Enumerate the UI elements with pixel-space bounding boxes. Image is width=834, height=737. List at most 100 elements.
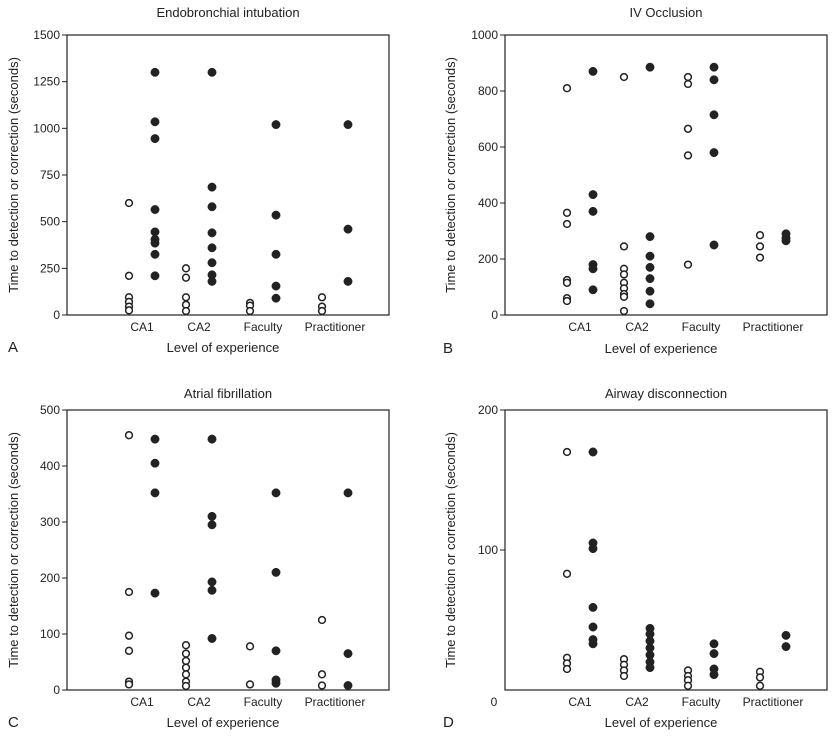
y-tick-label: 400	[40, 459, 60, 473]
plot-frame	[504, 409, 828, 691]
filled-data-point	[150, 434, 160, 444]
filled-data-point	[645, 232, 655, 242]
open-data-point	[619, 306, 629, 316]
open-data-point	[683, 124, 693, 133]
filled-data-point	[207, 577, 217, 587]
y-tick-label: 750	[40, 168, 60, 182]
open-data-point	[317, 615, 327, 625]
filled-data-point	[709, 639, 719, 649]
y-tick-label: 0	[491, 308, 498, 322]
open-data-point	[562, 208, 572, 217]
y-tick-label: 100	[478, 543, 498, 557]
filled-data-point	[150, 588, 160, 598]
filled-data-point	[645, 299, 655, 309]
filled-data-point	[588, 622, 598, 632]
filled-data-point	[150, 271, 160, 281]
origin-label: 0	[491, 695, 498, 709]
filled-data-point	[150, 238, 160, 248]
filled-data-point	[150, 67, 160, 77]
filled-data-point	[645, 251, 655, 261]
panel-d: Airway disconnection 100 200 0 CA1 CA2 Faculty…	[443, 386, 828, 731]
x-tick-label: Faculty	[682, 320, 721, 334]
y-tick-label: 800	[478, 84, 498, 98]
x-tick-label: CA1	[568, 320, 592, 334]
filled-data-point	[645, 286, 655, 296]
open-data-point	[181, 641, 191, 650]
y-tick-label: 1250	[33, 75, 60, 89]
filled-data-point	[207, 202, 217, 212]
filled-data-point	[645, 274, 655, 284]
x-tick-label: Faculty	[244, 320, 283, 334]
open-data-point	[245, 680, 255, 689]
filled-data-point	[645, 663, 655, 673]
y-axis-label: Time to detection or correction (seconds…	[443, 57, 458, 293]
filled-data-point	[709, 240, 719, 250]
open-data-point	[317, 670, 327, 679]
plot-frame	[504, 34, 828, 316]
open-data-point	[181, 681, 191, 691]
filled-data-point	[207, 276, 217, 286]
filled-data-point	[150, 227, 160, 237]
open-data-point	[124, 631, 134, 640]
open-data-point	[562, 569, 572, 578]
filled-data-point	[271, 567, 281, 577]
filled-data-point	[343, 488, 353, 498]
filled-data-point	[781, 642, 791, 652]
x-tick-label: Faculty	[682, 695, 721, 709]
x-tick-label: CA1	[130, 320, 154, 334]
y-tick-label: 1500	[33, 28, 60, 42]
panel-letter: C	[8, 714, 19, 731]
x-tick-label: Practitioner	[305, 695, 366, 709]
filled-data-point	[271, 281, 281, 291]
open-data-point	[562, 447, 572, 457]
filled-data-point	[207, 228, 217, 238]
open-data-point	[755, 673, 765, 682]
filled-data-point	[588, 447, 598, 457]
filled-data-point	[271, 646, 281, 656]
x-tick-label: CA2	[625, 695, 649, 709]
open-data-point	[181, 306, 191, 316]
filled-data-point	[588, 285, 598, 295]
open-data-point	[619, 242, 629, 251]
open-data-point	[755, 253, 765, 262]
chart-title: Airway disconnection	[605, 386, 727, 401]
open-data-point	[755, 242, 765, 251]
filled-data-point	[271, 249, 281, 259]
filled-data-point	[709, 649, 719, 659]
open-data-point	[124, 431, 134, 440]
x-tick-label: CA1	[568, 695, 592, 709]
filled-data-point	[207, 520, 217, 530]
filled-data-point	[709, 62, 719, 72]
open-data-point	[181, 649, 191, 658]
y-axis-label: Time to detection or correction (seconds…	[6, 432, 21, 668]
filled-data-point	[588, 206, 598, 216]
filled-data-point	[645, 62, 655, 72]
filled-data-point	[150, 458, 160, 468]
filled-data-point	[207, 67, 217, 77]
y-tick-label: 1000	[471, 28, 498, 42]
filled-data-point	[781, 236, 791, 246]
filled-data-point	[343, 681, 353, 690]
open-data-point	[619, 72, 629, 82]
open-data-point	[245, 642, 255, 651]
open-data-point	[124, 587, 134, 597]
filled-data-point	[343, 224, 353, 234]
open-data-point	[619, 671, 629, 681]
y-tick-label: 200	[478, 403, 498, 417]
filled-data-point	[781, 630, 791, 640]
x-tick-label: Faculty	[244, 695, 283, 709]
open-data-point	[562, 219, 572, 229]
filled-data-point	[709, 670, 719, 680]
filled-data-point	[271, 678, 281, 688]
open-data-point	[755, 231, 765, 240]
filled-data-point	[271, 488, 281, 498]
filled-data-point	[207, 585, 217, 595]
y-tick-label: 0	[53, 683, 60, 697]
panel-b: IV Occlusion 0 200 400 600 800 1000 CA1 CA2 Facul…	[443, 5, 828, 357]
open-data-point	[317, 306, 327, 316]
y-tick-label: 200	[40, 571, 60, 585]
open-data-point	[755, 681, 765, 690]
open-data-point	[124, 646, 134, 655]
open-data-point	[181, 264, 191, 273]
